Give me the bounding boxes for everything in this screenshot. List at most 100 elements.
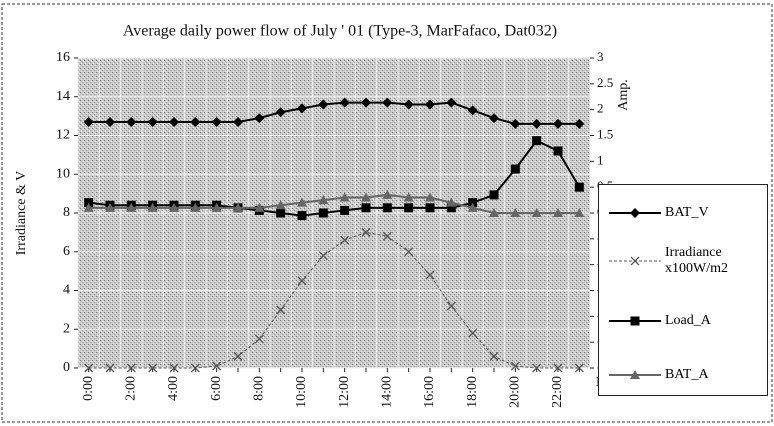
legend-label: Load_A [665, 313, 711, 328]
marker [361, 203, 371, 213]
marker [630, 370, 640, 379]
marker [83, 202, 94, 212]
legend-label: BAT_A [665, 367, 709, 382]
y2-axis-label: Amp. [616, 79, 631, 111]
marker [169, 116, 179, 127]
legend-entry: BAT_A [605, 363, 755, 387]
marker [532, 363, 542, 373]
marker [468, 328, 478, 338]
y-axis-label: Irradiance & V [14, 171, 29, 255]
marker [553, 118, 563, 129]
x-tick-label: 2:00 [124, 376, 139, 401]
legend-entry: Irradiance x100W/m2 [605, 245, 755, 277]
marker [489, 113, 499, 124]
chart-title: Average daily power flow of July ' 01 (T… [123, 23, 557, 40]
y2-tick-label: 2.5 [597, 75, 613, 90]
marker [404, 203, 414, 213]
y2-tick-label: 1.5 [597, 126, 613, 141]
legend: BAT_V Irradiance x100W/m2 Load_A BAT_A [598, 184, 768, 396]
y-tick-label: 4 [63, 283, 70, 298]
marker [446, 203, 456, 213]
marker [574, 182, 584, 192]
marker [254, 113, 265, 124]
marker [630, 208, 640, 218]
marker [276, 208, 286, 218]
series-line [88, 193, 580, 214]
legend-swatch [609, 370, 661, 379]
marker [553, 208, 563, 217]
marker [105, 116, 115, 127]
marker [532, 136, 542, 146]
legend-swatch [609, 316, 661, 326]
marker [446, 197, 457, 207]
marker [318, 251, 328, 261]
marker [126, 202, 137, 212]
x-tick-label: 12:00 [337, 376, 352, 408]
marker [630, 316, 640, 326]
marker [467, 202, 478, 212]
y-tick-label: 0 [63, 360, 70, 375]
marker [233, 202, 243, 212]
marker [254, 202, 265, 212]
marker [169, 363, 179, 373]
marker [147, 116, 158, 127]
marker [318, 195, 329, 205]
marker [553, 146, 563, 156]
marker [361, 97, 371, 108]
marker [574, 208, 585, 217]
marker [510, 361, 520, 371]
marker [382, 231, 392, 241]
x-tick-label: 10:00 [294, 376, 309, 408]
marker [254, 334, 264, 344]
marker [233, 351, 243, 361]
marker [297, 197, 307, 207]
marker [126, 363, 136, 373]
y-tick-label: 12 [56, 128, 70, 143]
marker [83, 116, 94, 127]
marker [318, 208, 328, 218]
marker [446, 301, 456, 311]
marker [147, 202, 158, 212]
marker [382, 189, 393, 199]
marker [105, 202, 115, 212]
legend-swatch [609, 208, 661, 218]
marker [84, 363, 94, 373]
marker [361, 227, 371, 237]
marker [297, 276, 307, 286]
y-tick-label: 2 [63, 321, 70, 336]
chart-border [1, 3, 773, 423]
x-tick-label: 8:00 [252, 376, 267, 401]
y2-tick-label: 2 [597, 101, 604, 116]
marker [105, 363, 115, 373]
marker [489, 190, 499, 200]
marker [403, 99, 414, 110]
x-tick-label: 0:00 [81, 376, 96, 401]
y2-tick-label: 1 [597, 152, 604, 167]
y-tick-label: 6 [63, 244, 70, 259]
marker [212, 361, 222, 371]
marker [425, 203, 435, 213]
marker [190, 363, 200, 373]
marker [340, 205, 350, 215]
x-tick-label: 22:00 [550, 376, 565, 408]
marker [233, 116, 243, 127]
x-tick-label: 14:00 [380, 376, 395, 408]
legend-swatch [609, 256, 661, 266]
marker [339, 97, 350, 108]
marker [211, 116, 222, 127]
marker [84, 198, 94, 208]
marker [630, 256, 640, 266]
x-tick-label: 6:00 [209, 376, 224, 401]
y-tick-label: 10 [56, 166, 70, 181]
marker [403, 192, 414, 202]
marker [468, 198, 478, 208]
marker [553, 363, 563, 373]
marker [489, 351, 499, 361]
x-tick-label: 20:00 [508, 376, 523, 408]
marker [382, 203, 392, 213]
marker [190, 116, 201, 127]
marker [275, 107, 286, 118]
marker [425, 192, 435, 202]
